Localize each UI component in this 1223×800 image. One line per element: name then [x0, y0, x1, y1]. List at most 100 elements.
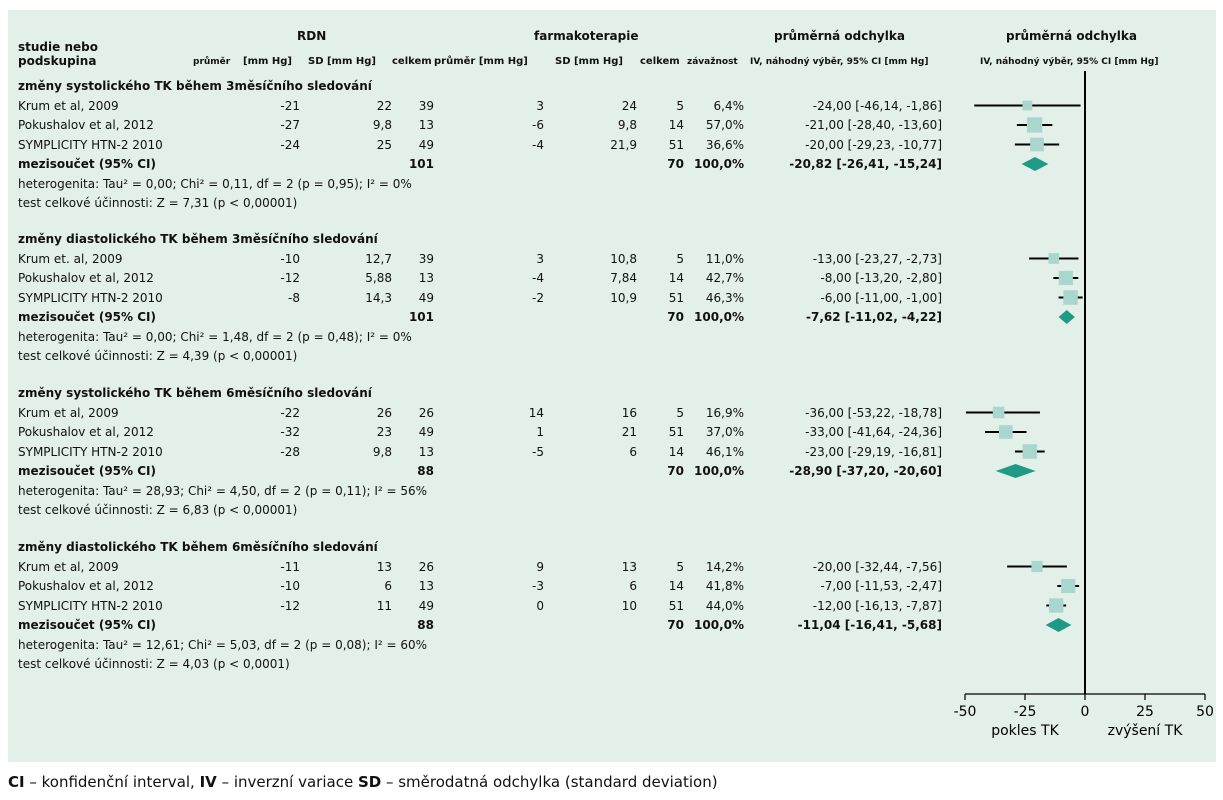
overall-effect-text: test celkové účinnosti: Z = 4,39 (p < 0,… [18, 349, 298, 363]
study-md-text: -13,00 [-23,27, -2,73] [812, 251, 942, 266]
study-name: Krum et al, 2009 [18, 405, 119, 420]
study-rdn-n: 26 [418, 559, 434, 574]
point-estimate-marker [1058, 270, 1073, 286]
subtotal-diamond [1045, 618, 1072, 632]
study-ph-sd: 21 [621, 425, 637, 439]
study-rdn-mean: -27 [280, 118, 300, 132]
study-rdn-n: 49 [418, 425, 434, 439]
subtotal-rdn-n: 88 [417, 464, 434, 478]
study-ph-sd: 7,84 [610, 271, 637, 285]
study-rdn-n: 13 [418, 118, 434, 132]
header-rdn-mean: průměr [193, 57, 231, 67]
study-md-text: -20,00 [-29,23, -10,77] [805, 137, 942, 152]
point-estimate-marker [998, 425, 1013, 439]
study-rdn-mean: -22 [280, 405, 300, 420]
subtotal-weight: 100,0% [694, 618, 744, 632]
header-pharm-total: celkem [640, 56, 680, 67]
study-rdn-n: 49 [418, 290, 434, 305]
study-ph-sd: 6 [629, 444, 637, 459]
study-rdn-sd: 9,8 [372, 118, 392, 132]
group-title: změny diastolického TK během 6měsíčního … [18, 540, 378, 554]
footer-legend: CI – konfidenční interval, IV – inverzní… [8, 773, 718, 791]
heterogeneity-text: heterogenita: Tau² = 0,00; Chi² = 1,48, … [18, 329, 412, 344]
study-ph-mean: -2 [532, 290, 544, 305]
footer-ci-abbr: CI [8, 773, 25, 791]
study-rdn-n: 49 [418, 137, 434, 152]
study-weight: 16,9% [705, 405, 744, 420]
footer-iv-text: – inverzní variace [216, 773, 358, 791]
study-name: SYMPLICITY HTN-2 2010 [18, 598, 163, 613]
study-rdn-sd: 9,8 [372, 444, 392, 459]
study-ph-n: 5 [676, 405, 684, 420]
heterogeneity-text: heterogenita: Tau² = 28,93; Chi² = 4,50,… [18, 483, 428, 498]
study-name: Krum et al, 2009 [18, 559, 119, 574]
plot-marks [965, 100, 1083, 632]
x-tick-label: 50 [1196, 704, 1214, 720]
study-md-text: -33,00 [-41,64, -24,36] [805, 425, 942, 439]
study-rdn-n: 13 [418, 271, 434, 285]
study-rdn-mean: -21 [280, 98, 300, 113]
study-rdn-mean: -10 [280, 251, 300, 266]
subtotal-diamond [1058, 310, 1075, 324]
study-md-text: -21,00 [-28,40, -13,60] [805, 118, 942, 132]
study-ph-n: 14 [668, 271, 684, 285]
footer-sd-abbr: SD [357, 773, 382, 791]
header-rdn-total: celkem [392, 56, 432, 67]
point-estimate-marker [1022, 100, 1033, 111]
x-axis-ticks: -50 -25 0 25 50 [954, 694, 1214, 720]
study-rdn-sd: 5,88 [365, 271, 392, 285]
study-ph-n: 51 [668, 598, 684, 613]
header-plot-title: průměrná odchylka [1006, 29, 1137, 43]
x-tick-label: 25 [1136, 704, 1154, 720]
study-weight: 57,0% [705, 118, 744, 132]
study-ph-mean: 0 [536, 598, 544, 613]
study-rdn-sd: 6 [384, 579, 392, 593]
study-weight: 14,2% [705, 559, 744, 574]
study-md-text: -23,00 [-29,19, -16,81] [805, 444, 942, 459]
study-rdn-n: 39 [418, 98, 434, 113]
study-md-text: -7,00 [-11,53, -2,47] [820, 579, 942, 593]
study-md-text: -6,00 [-11,00, -1,00] [820, 290, 942, 305]
subtotal-ph-n: 70 [667, 464, 684, 478]
overall-effect-text: test celkové účinnosti: Z = 7,31 (p < 0,… [18, 196, 298, 210]
study-rdn-n: 13 [418, 579, 434, 593]
study-name: Krum et. al, 2009 [18, 251, 123, 266]
subtotal-md: -20,82 [-26,41, -15,24] [789, 157, 942, 171]
study-ph-sd: 24 [621, 98, 637, 113]
study-weight: 41,8% [705, 579, 744, 593]
study-rdn-n: 13 [418, 444, 434, 459]
study-rdn-sd: 12,7 [365, 251, 392, 266]
axis-right-label: zvýšení TK [1108, 723, 1184, 739]
study-ph-sd: 10,8 [610, 251, 637, 266]
study-rdn-sd: 26 [376, 405, 392, 420]
subtotal-diamond [995, 464, 1036, 478]
point-estimate-marker [1030, 137, 1044, 152]
header-rdn-title: RDN [297, 29, 327, 43]
study-rdn-mean: -28 [280, 444, 300, 459]
study-md-text: -12,00 [-16,13, -7,87] [812, 598, 942, 613]
subtotal-md: -11,04 [-16,41, -5,68] [797, 618, 942, 632]
study-rdn-mean: -12 [280, 271, 300, 285]
subtotal-md: -28,90 [-37,20, -20,60] [789, 464, 942, 478]
study-weight: 42,7% [705, 271, 744, 285]
study-name: SYMPLICITY HTN-2 2010 [18, 444, 163, 459]
study-ph-sd: 6 [629, 579, 637, 593]
footer-ci-text: – konfidenční interval, [24, 773, 200, 791]
study-rdn-n: 49 [418, 598, 434, 613]
forest-plot-panel [8, 10, 1216, 762]
study-ph-n: 5 [676, 251, 684, 266]
study-weight: 11,0% [705, 251, 744, 266]
study-ph-sd: 10,9 [610, 290, 637, 305]
subtotal-ph-n: 70 [667, 618, 684, 632]
footer-iv-abbr: IV [199, 773, 217, 791]
study-ph-mean: 3 [536, 98, 544, 113]
group-title: změny systolického TK během 3měsíčního s… [18, 79, 372, 93]
study-name: Pokushalov et al, 2012 [18, 579, 154, 593]
header-study-line2: podskupina [18, 54, 97, 68]
subtotal-label: mezisoučet (95% CI) [18, 310, 156, 324]
study-ph-n: 51 [668, 137, 684, 152]
study-rdn-sd: 14,3 [365, 290, 392, 305]
study-name: Krum et al, 2009 [18, 98, 119, 113]
study-ph-sd: 16 [621, 405, 637, 420]
study-rdn-n: 26 [418, 405, 434, 420]
